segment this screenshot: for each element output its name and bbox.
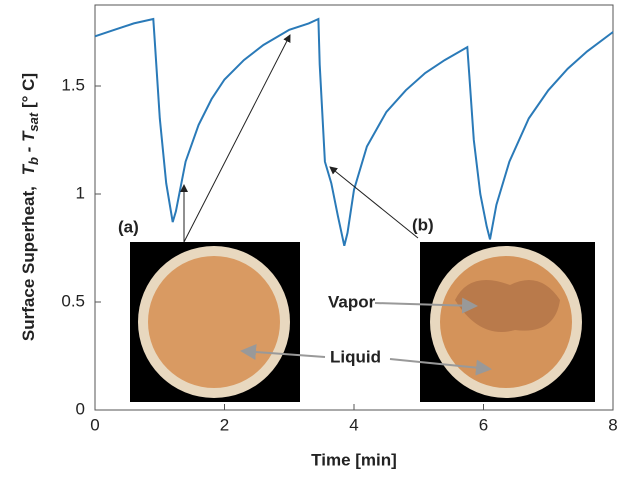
y-tick-label: 0.5 (61, 291, 85, 310)
annotation: Vapor (328, 292, 376, 311)
x-tick-label: 4 (349, 415, 358, 434)
y-tick-label: 0 (76, 399, 85, 418)
x-tick-label: 0 (90, 415, 99, 434)
x-tick-label: 8 (608, 415, 617, 434)
annotation: Liquid (330, 347, 381, 366)
y-tick-label: 1 (76, 183, 85, 202)
x-axis-label: Time [min] (311, 450, 397, 469)
y-label-part: [° C] (19, 73, 38, 113)
y-tick-label: 1.5 (61, 75, 85, 94)
x-tick-label: 6 (479, 415, 488, 434)
annotation: (a) (118, 217, 139, 236)
y-label-part: - T (19, 130, 38, 157)
y-axis-label: Surface Superheat, Tb - Tsat [° C] (19, 73, 41, 341)
y-label-part: sat (26, 112, 41, 131)
y-label-part: Surface Superheat, (19, 186, 38, 341)
photo-liquid (148, 256, 280, 388)
x-tick-label: 2 (220, 415, 229, 434)
chart: 0 0.5 1 1.5 0 2 4 6 8 (a) (b) Vapor Liquid Time … (0, 0, 624, 476)
annotation: (b) (412, 215, 434, 234)
y-label-part: b (26, 157, 41, 165)
